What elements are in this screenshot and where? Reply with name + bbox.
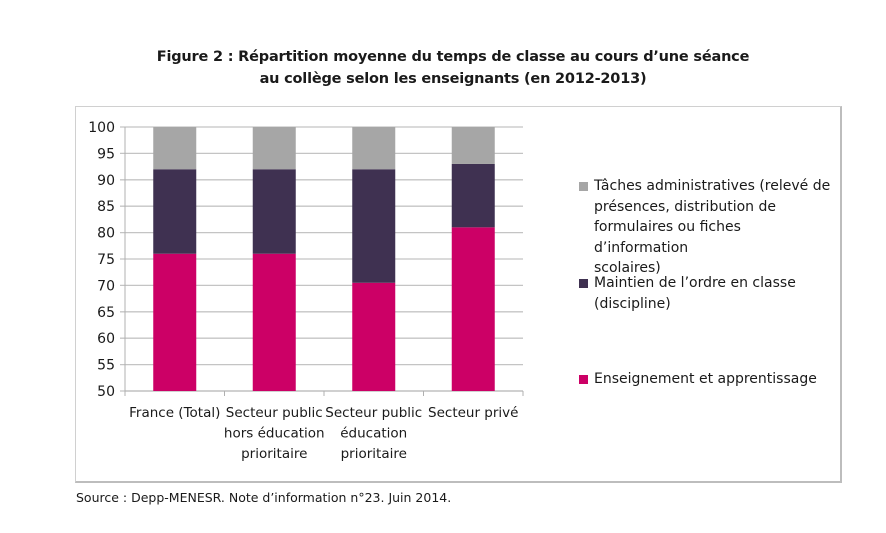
- legend-label-line: (discipline): [594, 295, 671, 312]
- legend-item: Maintien de l’ordre en classe (discipline…: [579, 273, 839, 314]
- legend-swatch-icon: [579, 182, 588, 191]
- y-tick-label: 60: [97, 331, 115, 347]
- y-tick-label: 90: [97, 173, 115, 189]
- legend-swatch-icon: [579, 375, 588, 384]
- source-note: Source : Depp-MENESR. Note d’information…: [76, 490, 452, 505]
- y-tick-label: 80: [97, 226, 115, 242]
- chart-title-line-1: Figure 2 : Répartition moyenne du temps …: [156, 49, 750, 65]
- bar-segment-enseignement: [352, 282, 396, 391]
- legend-label-line: Enseignement et apprentissage: [594, 371, 817, 387]
- x-category-label: hors éducation: [224, 426, 325, 442]
- y-tick-label: 65: [97, 305, 115, 321]
- bar-segment-discipline: [352, 169, 396, 283]
- x-category-label: Secteur public: [325, 405, 422, 421]
- chart-frame: [75, 106, 842, 483]
- x-category-label: prioritaire: [241, 446, 307, 462]
- chart-title-line-2: au collège selon les enseignants (en 201…: [259, 71, 647, 87]
- legend-label-line: présences, distribution de: [594, 198, 776, 215]
- bar-segment-administratif: [352, 127, 396, 170]
- bar-segment-administratif: [153, 127, 197, 170]
- x-category-label: éducation: [340, 426, 407, 442]
- legend-label: Maintien de l’ordre en classe (discipline…: [594, 273, 796, 314]
- y-tick-label: 95: [97, 146, 115, 162]
- legend-label-line: Tâches administratives (relevé de: [594, 178, 831, 194]
- legend-label-line: Maintien de l’ordre en classe: [594, 275, 796, 291]
- y-tick-label: 85: [97, 199, 115, 215]
- x-category-label: France (Total): [129, 405, 220, 421]
- bar-segment-enseignement: [153, 253, 197, 391]
- chart-title: Figure 2 : Répartition moyenne du temps …: [0, 46, 886, 90]
- y-tick-label: 70: [97, 278, 115, 294]
- x-category-label: Secteur privé: [428, 405, 518, 421]
- bar-segment-enseignement: [451, 227, 495, 391]
- legend-swatch-icon: [579, 279, 588, 288]
- y-tick-label: 100: [88, 120, 115, 136]
- bar-segment-enseignement: [252, 253, 296, 391]
- bar-segment-discipline: [451, 163, 495, 228]
- legend-label-line: formulaires ou fiches d’information: [594, 219, 741, 256]
- legend-item: Enseignement et apprentissage: [579, 369, 839, 390]
- y-tick-label: 75: [97, 252, 115, 268]
- bar-segment-discipline: [153, 169, 197, 254]
- legend-item: Tâches administratives (relevé de présenc…: [579, 176, 839, 279]
- y-tick-label: 55: [97, 358, 115, 374]
- legend-label-line: scolaires): [594, 260, 661, 276]
- bar-segment-administratif: [451, 127, 495, 164]
- bar-segment-administratif: [252, 127, 296, 170]
- x-category-label: prioritaire: [341, 446, 407, 462]
- legend-label: Enseignement et apprentissage: [594, 369, 817, 390]
- legend-label: Tâches administratives (relevé de présenc…: [594, 176, 839, 279]
- y-tick-label: 50: [97, 384, 115, 400]
- x-category-label: Secteur public: [226, 405, 323, 421]
- bar-segment-discipline: [252, 169, 296, 254]
